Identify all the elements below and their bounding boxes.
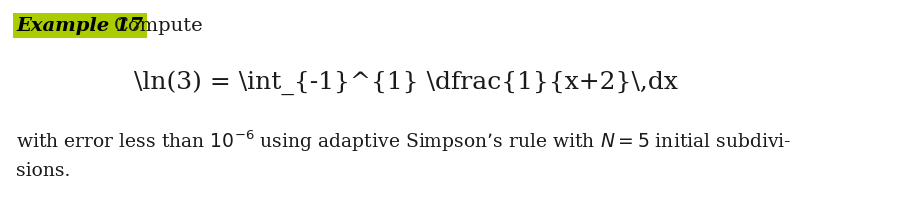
Text: Compute: Compute xyxy=(114,17,203,35)
Text: with error less than $10^{-6}$ using adaptive Simpson’s rule with $N = 5$ initia: with error less than $10^{-6}$ using ada… xyxy=(16,128,791,153)
Text: sions.: sions. xyxy=(16,161,70,179)
Text: Example 17: Example 17 xyxy=(16,17,143,35)
Text: \ln(3) = \int_{-1}^{1} \dfrac{1}{x+2}\,dx: \ln(3) = \int_{-1}^{1} \dfrac{1}{x+2}\,d… xyxy=(134,70,677,95)
